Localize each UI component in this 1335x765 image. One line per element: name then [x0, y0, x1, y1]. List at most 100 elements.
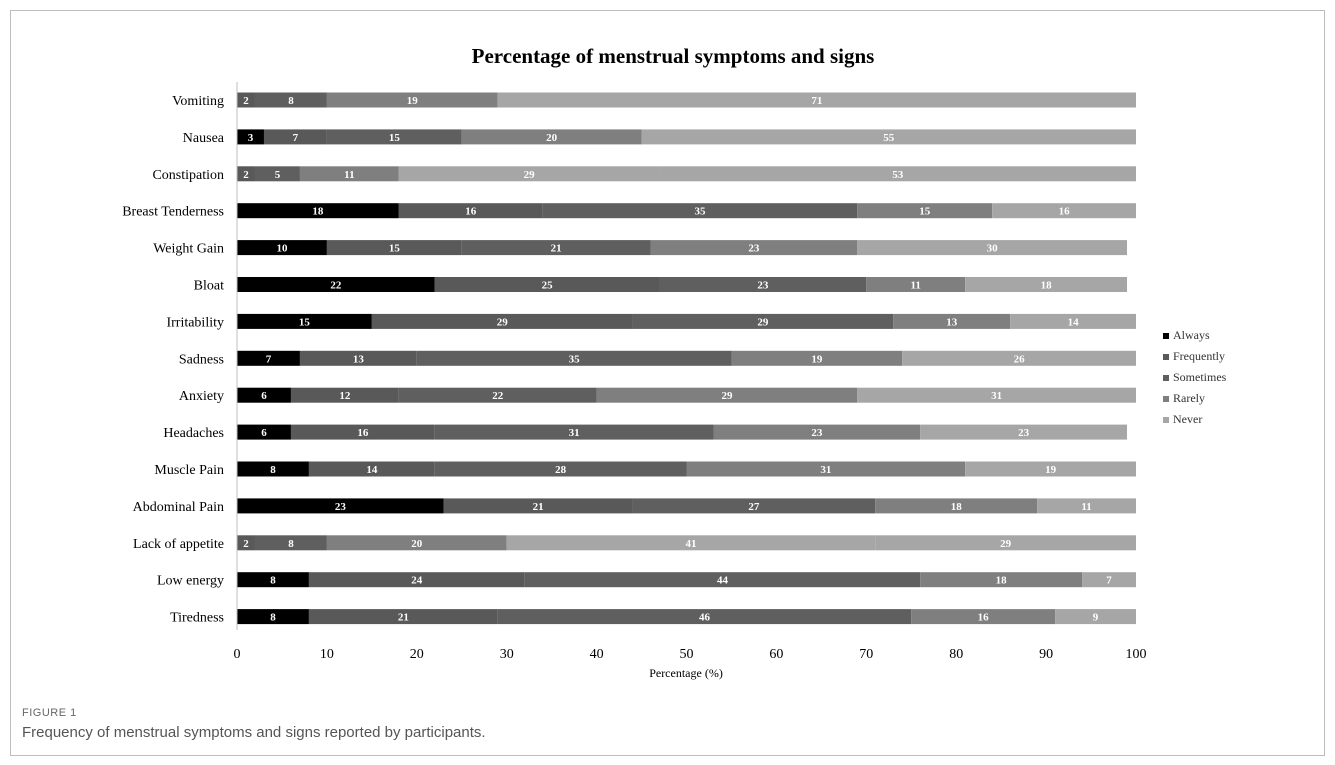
bar-segment-sometimes	[326, 129, 462, 145]
category-label: Bloat	[194, 279, 224, 294]
figure-label: FIGURE 1	[22, 707, 77, 719]
data-label: 18	[312, 206, 324, 218]
bar-row-abdominal-pain: Abdominal Pain 23 21 27 18 11	[133, 498, 1136, 515]
legend-label: Frequently	[1173, 349, 1225, 363]
data-label: 24	[411, 575, 423, 587]
bar-segment-frequently	[263, 129, 327, 145]
bar-segment-rarely	[911, 609, 1056, 625]
data-label: 2	[243, 538, 249, 550]
data-label: 15	[389, 132, 401, 144]
bar-segment-sometimes	[524, 572, 921, 588]
legend-label: Rarely	[1173, 391, 1205, 405]
data-label: 7	[1106, 575, 1112, 587]
data-label: 19	[811, 353, 823, 365]
data-label: 21	[551, 243, 562, 255]
data-label: 19	[407, 95, 419, 107]
legend-swatch	[1163, 333, 1169, 339]
bar-segment-frequently	[290, 424, 435, 440]
bar-segment-always	[237, 498, 444, 514]
bar-row-weight-gain: Weight Gain 10 15 21 23 30	[153, 240, 1128, 257]
data-label: 41	[685, 538, 696, 550]
bar-segment-sometimes	[434, 424, 714, 440]
bar-segment-frequently	[237, 92, 255, 108]
bar-segment-sometimes	[659, 277, 867, 292]
data-label: 15	[919, 206, 931, 218]
data-label: 18	[1041, 280, 1053, 292]
data-label: 8	[270, 612, 276, 624]
x-tick-label: 50	[680, 647, 694, 662]
bar-segment-never	[506, 535, 876, 551]
data-label: 14	[366, 464, 378, 476]
bar-row-tiredness: Tiredness 8 21 46 16 9	[170, 609, 1136, 626]
data-label: 2	[243, 169, 249, 181]
x-tick-label: 20	[410, 647, 424, 662]
data-label: 35	[569, 353, 581, 365]
data-label: 8	[270, 464, 276, 476]
x-tick-label: 0	[234, 647, 241, 662]
bar-segment-rarely	[857, 203, 993, 219]
bar-segment-sometimes	[254, 535, 327, 551]
bar-segment-frequently	[308, 609, 498, 625]
category-label: Breast Tenderness	[122, 205, 224, 220]
bar-segment-rarely	[920, 572, 1083, 588]
data-label: 28	[555, 464, 567, 476]
bar-segment-always	[237, 313, 372, 329]
bar-segment-always	[237, 572, 309, 588]
bar-segment-never	[875, 535, 1136, 551]
data-label: 46	[699, 612, 711, 624]
data-label: 8	[288, 95, 294, 107]
bar-row-irritability: Irritability 15 29 29 13 14	[166, 313, 1136, 330]
bar-segment-sometimes	[632, 313, 894, 329]
bar-segment-sometimes	[434, 461, 687, 477]
bar-segment-never	[497, 92, 1137, 108]
data-label: 22	[330, 280, 342, 292]
legend-label: Sometimes	[1173, 370, 1227, 384]
bar-segment-always	[237, 424, 291, 440]
bar-segment-frequently	[308, 461, 435, 477]
x-axis-label: Percentage (%)	[649, 666, 723, 680]
data-label: 14	[1068, 316, 1080, 328]
data-label: 3	[248, 132, 254, 144]
category-label: Sadness	[179, 352, 224, 367]
data-label: 7	[266, 353, 272, 365]
data-label: 25	[542, 280, 554, 292]
bar-segment-never	[659, 166, 1136, 182]
bar-segment-sometimes	[254, 92, 327, 108]
bar-segment-never	[965, 461, 1136, 477]
data-label: 16	[1059, 206, 1071, 218]
data-label: 23	[335, 501, 347, 513]
bar-segment-frequently	[308, 572, 525, 588]
data-label: 23	[811, 427, 823, 439]
x-tick-label: 10	[320, 647, 334, 662]
legend-item-frequently: Frequently	[1163, 349, 1225, 363]
data-label: 23	[757, 280, 769, 292]
category-label: Constipation	[152, 168, 224, 183]
data-label: 16	[357, 427, 369, 439]
bar-segment-rarely	[866, 277, 966, 292]
data-label: 7	[293, 132, 299, 144]
bar-row-lack-of-appetite: Lack of appetite 2 8 20 41 29	[133, 535, 1136, 552]
data-label: 8	[288, 538, 294, 550]
legend-swatch	[1163, 396, 1169, 402]
data-label: 15	[389, 243, 401, 255]
bar-segment-never	[857, 240, 1128, 256]
bar-segment-sometimes	[398, 387, 597, 403]
data-label: 35	[694, 206, 706, 218]
legend-swatch	[1163, 375, 1169, 381]
data-label: 18	[951, 501, 963, 513]
data-label: 20	[411, 538, 423, 550]
data-label: 29	[721, 390, 733, 402]
bar-row-anxiety: Anxiety 6 12 22 29 31	[179, 387, 1136, 404]
data-label: 6	[261, 427, 267, 439]
legend-swatch	[1163, 354, 1169, 360]
data-label: 31	[991, 390, 1002, 402]
bar-segment-never	[1082, 572, 1136, 588]
x-tick-label: 40	[590, 647, 604, 662]
bar-row-breast-tenderness: Breast Tenderness 18 16 35 15 16	[122, 203, 1136, 220]
data-label: 15	[299, 316, 311, 328]
stacked-bar-chart: Percentage of menstrual symptoms and sig…	[122, 44, 1227, 680]
legend: Always Frequently Sometimes Rarely Never	[1163, 328, 1227, 426]
bar-segment-sometimes	[254, 166, 300, 182]
data-label: 22	[492, 390, 504, 402]
x-tick-label: 100	[1126, 647, 1147, 662]
